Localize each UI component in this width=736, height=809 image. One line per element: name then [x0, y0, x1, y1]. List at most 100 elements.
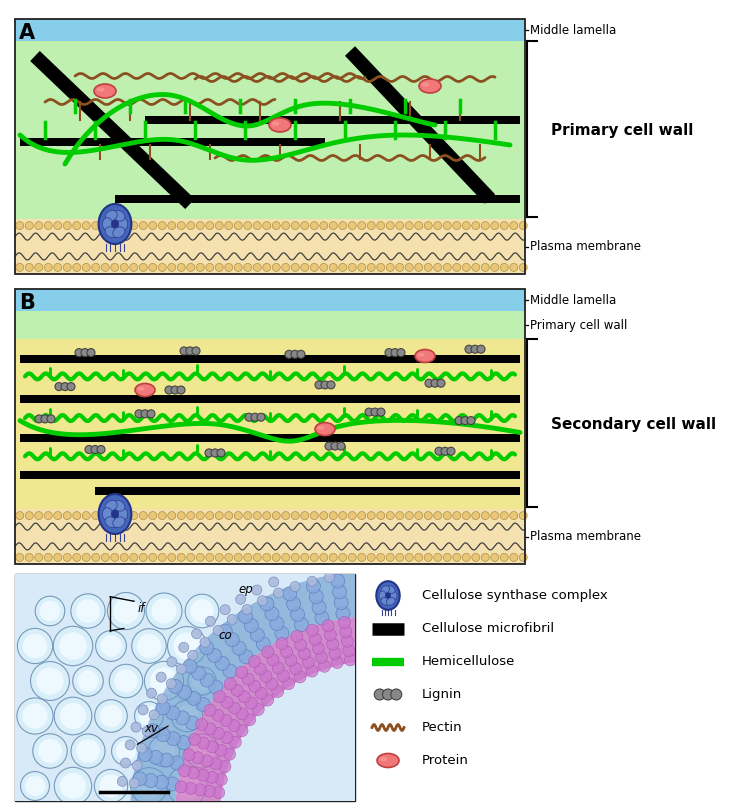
Circle shape [73, 264, 81, 271]
Circle shape [319, 222, 328, 230]
Circle shape [25, 264, 33, 271]
Circle shape [220, 714, 232, 726]
Circle shape [434, 222, 442, 230]
Circle shape [130, 511, 138, 519]
Circle shape [177, 553, 185, 561]
Circle shape [272, 264, 280, 271]
Circle shape [406, 264, 413, 271]
Circle shape [25, 776, 45, 796]
Circle shape [158, 264, 166, 271]
Circle shape [289, 663, 302, 675]
Circle shape [244, 264, 252, 271]
Bar [15, 339, 525, 509]
Circle shape [263, 222, 271, 230]
Circle shape [188, 667, 216, 695]
Circle shape [491, 553, 499, 561]
Circle shape [21, 772, 49, 800]
Text: Plasma membrane: Plasma membrane [530, 240, 641, 253]
Circle shape [306, 579, 320, 593]
Circle shape [76, 739, 100, 763]
Circle shape [462, 553, 470, 561]
Circle shape [82, 511, 91, 519]
Circle shape [135, 701, 163, 731]
Circle shape [339, 511, 347, 519]
Circle shape [139, 222, 147, 230]
Text: xv: xv [144, 722, 158, 735]
Circle shape [266, 678, 278, 690]
Circle shape [215, 264, 223, 271]
Circle shape [186, 347, 194, 355]
Circle shape [377, 408, 385, 416]
Circle shape [187, 222, 195, 230]
Text: Middle lamella: Middle lamella [530, 23, 616, 36]
Circle shape [15, 553, 24, 561]
Circle shape [15, 511, 24, 519]
Circle shape [253, 264, 261, 271]
Circle shape [174, 633, 201, 659]
Circle shape [55, 383, 63, 391]
Circle shape [91, 446, 99, 454]
Ellipse shape [315, 422, 335, 435]
Circle shape [217, 449, 225, 457]
Circle shape [211, 449, 219, 457]
Circle shape [282, 264, 290, 271]
Circle shape [59, 632, 87, 660]
Circle shape [94, 769, 127, 803]
Circle shape [415, 264, 422, 271]
Circle shape [367, 264, 375, 271]
Circle shape [396, 222, 404, 230]
Circle shape [348, 553, 356, 561]
Circle shape [33, 734, 67, 769]
Circle shape [224, 511, 233, 519]
Circle shape [277, 670, 289, 682]
Circle shape [230, 736, 241, 748]
Circle shape [17, 698, 53, 734]
Circle shape [113, 598, 139, 624]
Circle shape [152, 599, 177, 624]
Bar [15, 219, 525, 274]
Circle shape [298, 648, 311, 659]
Circle shape [265, 607, 279, 621]
Circle shape [136, 773, 162, 798]
Circle shape [236, 708, 248, 720]
Circle shape [141, 410, 149, 417]
Ellipse shape [113, 227, 125, 238]
Ellipse shape [422, 83, 429, 87]
Circle shape [102, 264, 109, 271]
Circle shape [244, 511, 252, 519]
Circle shape [132, 760, 142, 770]
Circle shape [100, 635, 121, 657]
Circle shape [319, 660, 330, 672]
Circle shape [215, 656, 230, 671]
Circle shape [221, 732, 233, 743]
Circle shape [257, 413, 265, 421]
Circle shape [150, 667, 177, 695]
Circle shape [125, 740, 135, 750]
Circle shape [73, 553, 81, 561]
Circle shape [234, 553, 242, 561]
Bar [20, 471, 520, 479]
Circle shape [467, 417, 475, 425]
Circle shape [461, 417, 469, 425]
Polygon shape [175, 616, 365, 809]
Circle shape [144, 773, 158, 787]
Circle shape [192, 671, 212, 691]
Circle shape [82, 264, 91, 271]
Circle shape [339, 264, 347, 271]
Text: Lignin: Lignin [422, 688, 462, 701]
Circle shape [453, 222, 461, 230]
Circle shape [210, 758, 222, 769]
Circle shape [386, 511, 394, 519]
Circle shape [188, 650, 198, 660]
Circle shape [367, 222, 375, 230]
Circle shape [197, 264, 205, 271]
Circle shape [155, 775, 169, 790]
Circle shape [213, 625, 223, 635]
Circle shape [325, 572, 334, 582]
Circle shape [139, 553, 147, 561]
Circle shape [224, 748, 236, 760]
Circle shape [315, 611, 329, 625]
Text: if: if [137, 602, 144, 615]
Circle shape [102, 511, 109, 519]
Circle shape [76, 599, 100, 623]
